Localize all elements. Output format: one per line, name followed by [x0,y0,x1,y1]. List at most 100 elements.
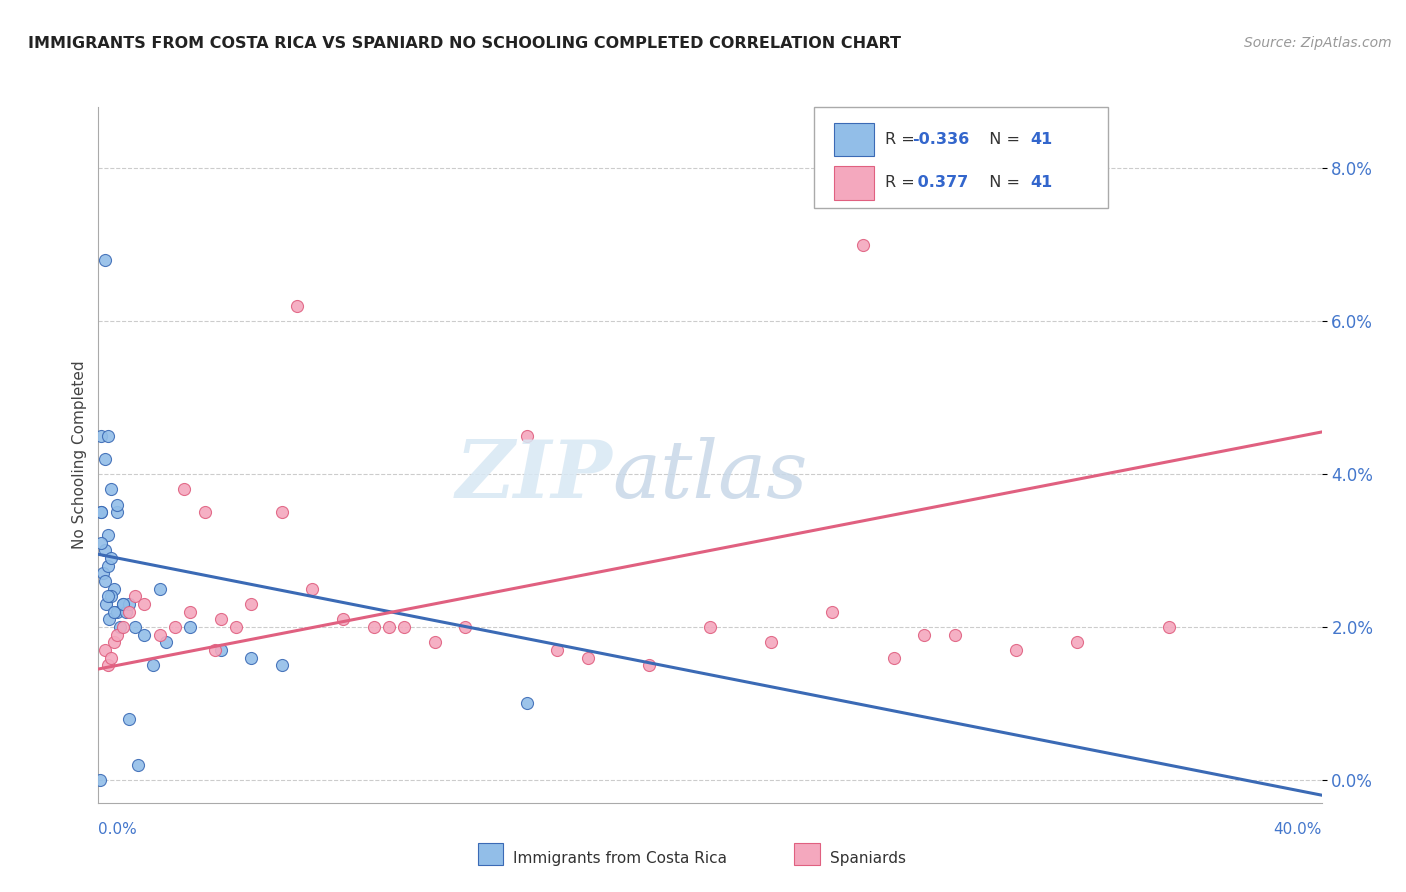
Text: 40.0%: 40.0% [1274,822,1322,837]
Point [576,650,599,665]
Point [100,551,122,566]
Point [91,566,114,581]
Point [97,590,120,604]
Point [270,658,294,673]
Point [103,605,125,619]
Point [1157,620,1180,634]
Point [105,498,128,512]
Point [204,643,226,657]
Point [332,612,354,626]
Point [943,627,966,641]
Point [124,590,146,604]
Y-axis label: No Schooling Completed: No Schooling Completed [72,360,87,549]
Point [111,620,134,634]
Point [90,505,112,519]
Text: Immigrants from Costa Rica: Immigrants from Costa Rica [513,851,727,865]
Point [97,528,120,542]
Point [105,627,128,641]
Point [111,597,134,611]
Point [97,558,120,573]
Point [546,643,568,657]
Point [89,772,111,787]
Point [225,620,247,634]
Point [179,620,201,634]
Point [240,597,263,611]
Point [98,612,121,626]
Point [454,620,477,634]
Point [821,605,844,619]
Text: N =: N = [979,176,1025,190]
Point [285,299,308,313]
Point [115,605,138,619]
Point [103,635,125,649]
Text: Spaniards: Spaniards [830,851,905,865]
Point [883,650,905,665]
Point [100,590,122,604]
Point [100,483,122,497]
Point [93,574,115,588]
FancyBboxPatch shape [834,123,875,156]
Text: R =: R = [884,176,920,190]
Text: N =: N = [979,132,1025,147]
Point [173,483,195,497]
Point [392,620,416,634]
Point [90,505,112,519]
Text: 41: 41 [1031,176,1053,190]
Point [105,505,128,519]
Point [100,650,122,665]
Text: atlas: atlas [612,437,807,515]
Point [90,429,112,443]
Point [134,627,156,641]
Point [105,605,128,619]
Point [209,612,232,626]
Point [118,712,141,726]
Point [94,597,117,611]
Point [111,597,134,611]
Point [90,536,112,550]
Text: R =: R = [884,132,920,147]
Point [363,620,385,634]
Point [761,635,783,649]
Point [149,627,172,641]
Point [124,620,146,634]
Point [127,757,149,772]
Point [209,643,232,657]
Text: -0.336: -0.336 [912,132,969,147]
FancyBboxPatch shape [814,107,1108,208]
Point [516,429,538,443]
Text: IMMIGRANTS FROM COSTA RICA VS SPANIARD NO SCHOOLING COMPLETED CORRELATION CHART: IMMIGRANTS FROM COSTA RICA VS SPANIARD N… [28,36,901,51]
Point [1066,635,1088,649]
Point [118,605,141,619]
Point [155,635,177,649]
Point [134,597,156,611]
Point [179,605,201,619]
Point [149,582,172,596]
Point [194,505,217,519]
Point [97,429,120,443]
FancyBboxPatch shape [834,166,875,200]
Point [93,643,115,657]
Point [852,237,875,252]
Point [108,620,131,634]
Text: ZIP: ZIP [456,437,612,515]
Point [93,252,115,267]
Point [240,650,263,665]
Point [637,658,661,673]
Point [699,620,721,634]
Point [103,582,125,596]
Point [118,597,141,611]
Text: Source: ZipAtlas.com: Source: ZipAtlas.com [1244,36,1392,50]
Point [163,620,186,634]
Point [912,627,935,641]
Point [301,582,323,596]
Point [516,697,538,711]
Point [97,658,120,673]
Text: 0.0%: 0.0% [98,822,138,837]
Point [1004,643,1026,657]
Point [378,620,401,634]
Text: 0.377: 0.377 [912,176,969,190]
Point [142,658,165,673]
Text: 41: 41 [1031,132,1053,147]
Point [423,635,446,649]
Point [93,451,115,466]
